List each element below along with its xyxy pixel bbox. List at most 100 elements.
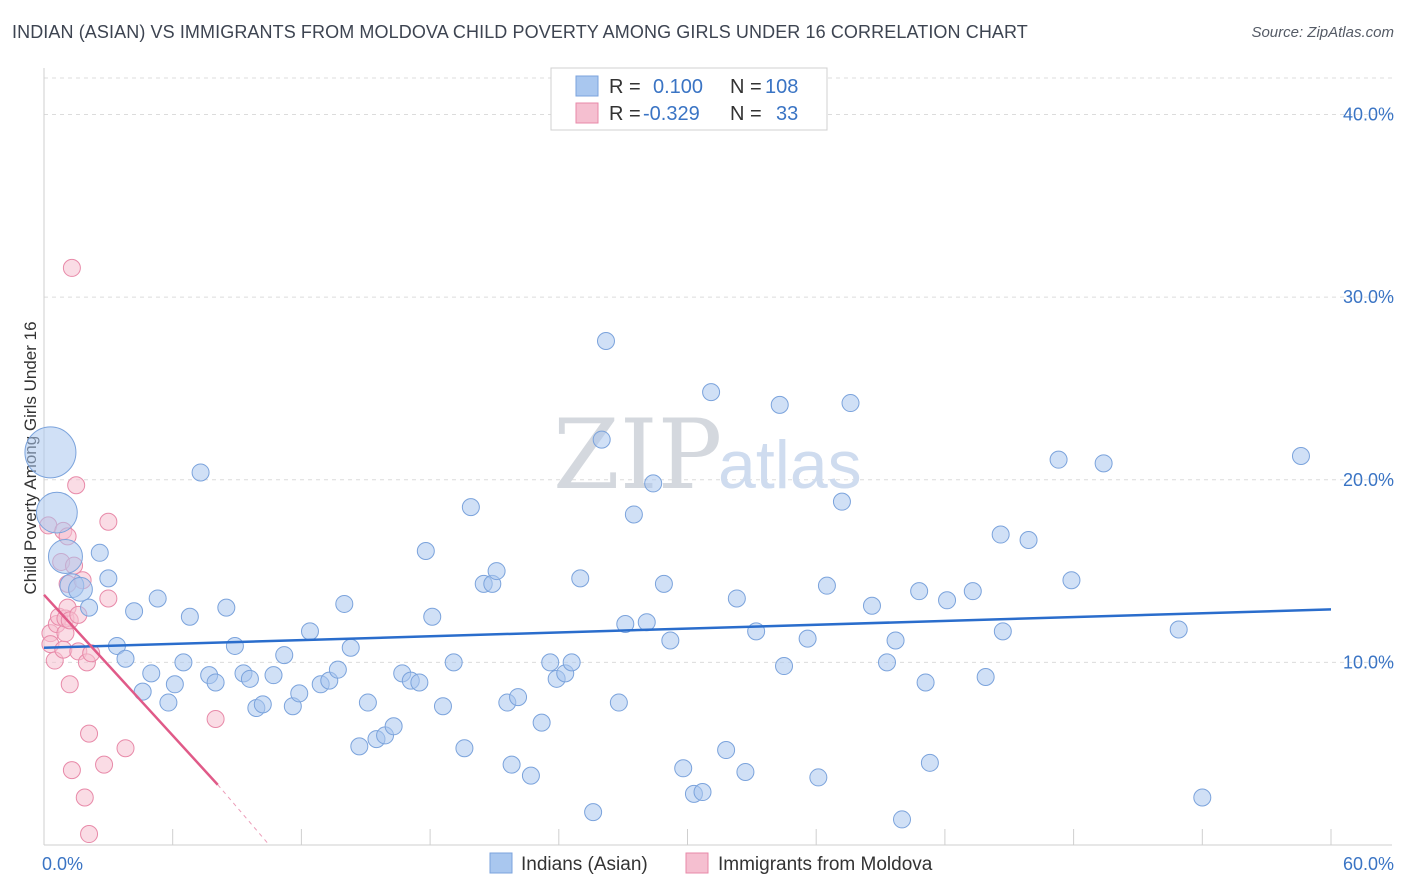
indian-point-104 [1094, 454, 1113, 473]
indian-point-48 [444, 653, 463, 672]
indian-point-6 [90, 543, 109, 562]
bottom-legend-swatch-pink [685, 852, 709, 874]
moldova-point-14 [60, 675, 79, 694]
indian-point-93 [910, 582, 929, 601]
indian-point-36 [341, 638, 360, 657]
moldova-trend-line [43, 593, 219, 786]
gridlines [44, 77, 1392, 663]
indian-point-46 [423, 607, 442, 626]
bottom-legend-swatch-blue [489, 852, 513, 874]
legend-n-value-2: 33 [776, 103, 798, 125]
indian-point-66 [596, 331, 615, 350]
indian-point-97 [963, 582, 982, 601]
indian-point-107 [1291, 447, 1310, 466]
indian-point-65 [592, 430, 611, 449]
bottom-legend-label-indians: Indians (Asian) [521, 854, 648, 875]
indian-point-41 [384, 717, 403, 736]
indian-point-84 [798, 629, 817, 648]
indian-point-80 [736, 762, 755, 781]
legend-swatch-blue [575, 75, 599, 97]
indian-point-37 [350, 737, 369, 756]
y-tick-label-3: 40.0% [1343, 105, 1394, 125]
moldova-point-30 [99, 512, 118, 531]
watermark-atlas: atlas [718, 427, 862, 503]
moldova-point-32 [206, 709, 225, 728]
indian-point-88 [841, 394, 860, 413]
indian-point-47 [433, 697, 452, 716]
indian-point-68 [616, 615, 635, 634]
indian-point-53 [487, 562, 506, 581]
indian-point-62 [562, 653, 581, 672]
moldova-point-31 [116, 739, 135, 758]
indian-point-67 [609, 693, 628, 712]
source-label: Source: ZipAtlas.com [1251, 24, 1394, 41]
indian-point-63 [571, 569, 590, 588]
moldova-point-7 [54, 640, 73, 659]
indian-point-24 [240, 669, 259, 688]
y-tick-labels: 10.0% 20.0% 30.0% 40.0% [1343, 105, 1394, 673]
x-tick-labels: 0.0% 60.0% [42, 854, 1394, 874]
indian-point-13 [148, 589, 167, 608]
indian-point-22 [225, 636, 244, 655]
indian-point-94 [916, 673, 935, 692]
indian-point-102 [1049, 450, 1068, 469]
indian-point-50 [461, 498, 480, 517]
bottom-legend: Indians (Asian) Immigrants from Moldova [489, 852, 933, 875]
indian-point-21 [217, 598, 236, 617]
indian-point-71 [644, 474, 663, 493]
indian-point-103 [1062, 571, 1081, 590]
indian-point-34 [328, 660, 347, 679]
indian-point-77 [702, 383, 721, 402]
indian-point-100 [993, 622, 1012, 641]
indian-point-96 [938, 591, 957, 610]
legend-r-label-1: R = [609, 76, 641, 98]
indian-points [24, 331, 1310, 829]
indian-trend-line [43, 608, 1332, 650]
top-legend: R = 0.100 N = 108 R = -0.329 N = 33 [550, 67, 828, 131]
indian-point-92 [893, 810, 911, 829]
indian-point-45 [416, 541, 435, 560]
indian-point-85 [809, 768, 828, 787]
indian-point-86 [817, 576, 836, 595]
indian-point-59 [541, 653, 560, 672]
indian-point-18 [191, 463, 210, 482]
indian-point-58 [532, 713, 551, 732]
indian-point-69 [624, 505, 643, 524]
moldova-point-17 [62, 258, 81, 277]
legend-r-value-1: 0.100 [653, 76, 703, 98]
indian-point-106 [1193, 788, 1212, 807]
indian-point-12 [142, 664, 161, 683]
indian-point-5 [80, 598, 99, 617]
indian-point-9 [116, 649, 135, 668]
y-tick-label-0: 10.0% [1343, 652, 1394, 672]
indian-point-0 [24, 426, 77, 479]
indian-point-98 [976, 667, 995, 686]
indian-point-7 [99, 569, 118, 588]
moldova-point-23 [75, 788, 94, 807]
legend-r-value-2: -0.329 [643, 103, 700, 125]
bottom-legend-label-moldova: Immigrants from Moldova [718, 854, 933, 875]
x-tick-label-0: 0.0% [42, 854, 83, 874]
y-tick-label-2: 30.0% [1343, 287, 1394, 307]
indian-point-44 [410, 673, 429, 692]
indian-point-64 [584, 803, 603, 822]
legend-r-label-2: R = [609, 103, 641, 125]
indian-point-95 [920, 753, 939, 772]
indian-point-30 [290, 684, 309, 703]
indian-point-70 [637, 613, 656, 632]
indian-point-87 [832, 492, 851, 511]
indian-point-99 [991, 525, 1010, 544]
indian-point-38 [358, 693, 377, 712]
indian-point-91 [886, 631, 905, 650]
trend-lines [43, 593, 1332, 846]
indian-point-79 [727, 589, 746, 608]
indian-point-28 [275, 646, 294, 665]
y-tick-label-1: 20.0% [1343, 470, 1394, 490]
indian-point-101 [1019, 531, 1038, 550]
moldova-point-25 [80, 724, 99, 743]
moldova-point-16 [62, 761, 81, 780]
indian-point-10 [125, 602, 144, 621]
indian-point-2 [47, 538, 83, 574]
indian-point-74 [674, 759, 693, 778]
